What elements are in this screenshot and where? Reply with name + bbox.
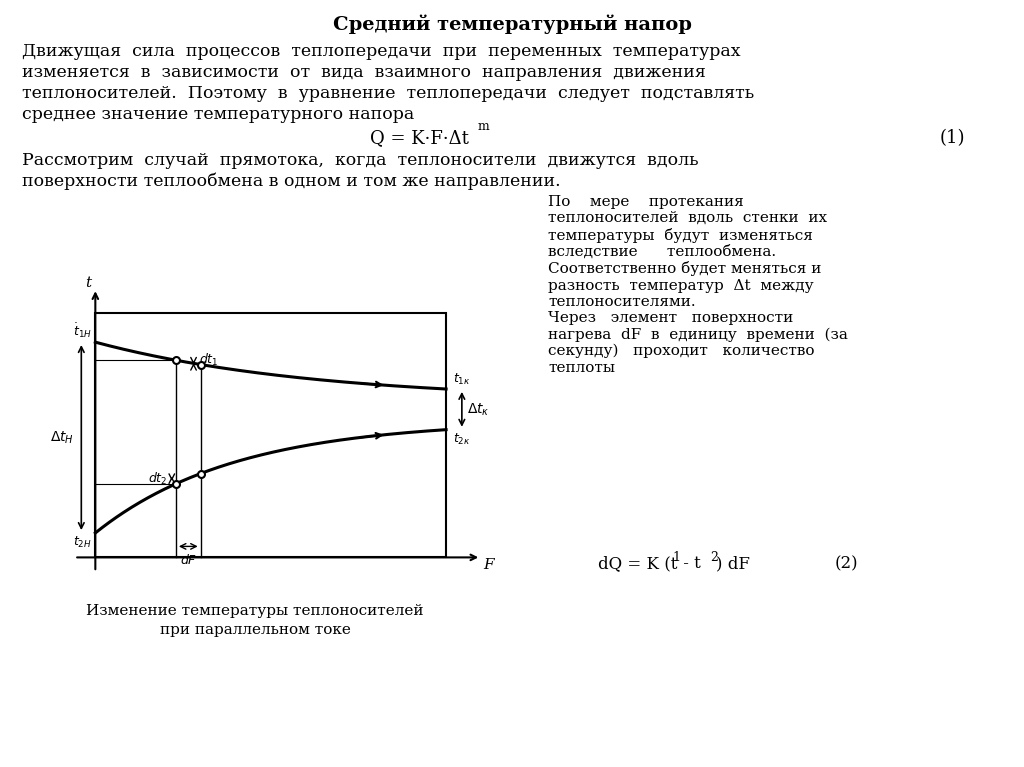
- Text: t: t: [85, 276, 91, 291]
- Text: $\dot{t}_{1H}$: $\dot{t}_{1H}$: [73, 321, 92, 340]
- Text: $dF$: $dF$: [179, 553, 197, 567]
- Text: Q = K·F·Δt: Q = K·F·Δt: [370, 129, 469, 147]
- Text: F: F: [483, 558, 494, 571]
- Text: По    мере    протекания
теплоносителей  вдоль  стенки  их
температуры  будут  и: По мере протекания теплоносителей вдоль …: [548, 195, 848, 374]
- Text: Движущая  сила  процессов  теплопередачи  при  переменных  температурах: Движущая сила процессов теплопередачи пр…: [22, 43, 740, 60]
- Text: m: m: [478, 120, 489, 133]
- Text: (2): (2): [835, 555, 859, 572]
- Text: $dt_2$: $dt_2$: [148, 471, 168, 487]
- Bar: [95, 313, 446, 558]
- Text: $t_{1\kappa}$: $t_{1\kappa}$: [453, 371, 471, 387]
- Text: ) dF: ) dF: [716, 555, 750, 572]
- Text: Рассмотрим  случай  прямотока,  когда  теплоносители  движутся  вдоль: Рассмотрим случай прямотока, когда тепло…: [22, 152, 698, 169]
- Text: поверхности теплообмена в одном и том же направлении.: поверхности теплообмена в одном и том же…: [22, 173, 560, 190]
- Text: $t_{2H}$: $t_{2H}$: [73, 535, 92, 551]
- Text: 1: 1: [672, 551, 680, 564]
- Text: $\Delta t_\kappa$: $\Delta t_\kappa$: [467, 401, 489, 417]
- Text: 2: 2: [710, 551, 718, 564]
- Text: $\Delta t_H$: $\Delta t_H$: [50, 430, 75, 446]
- Text: $dt_1$: $dt_1$: [199, 352, 218, 368]
- Text: - t: - t: [678, 555, 700, 572]
- Text: (1): (1): [940, 129, 966, 147]
- Text: среднее значение температурного напора: среднее значение температурного напора: [22, 106, 415, 123]
- Text: при параллельном токе: при параллельном токе: [160, 623, 350, 637]
- Text: Средний температурный напор: Средний температурный напор: [333, 15, 691, 35]
- Text: теплоносителей.  Поэтому  в  уравнение  теплопередачи  следует  подставлять: теплоносителей. Поэтому в уравнение тепл…: [22, 85, 755, 102]
- Text: Изменение температуры теплоносителей: Изменение температуры теплоносителей: [86, 604, 424, 618]
- Text: изменяется  в  зависимости  от  вида  взаимного  направления  движения: изменяется в зависимости от вида взаимно…: [22, 64, 706, 81]
- Text: dQ = K (t: dQ = K (t: [598, 555, 677, 572]
- Text: $t_{2\kappa}$: $t_{2\kappa}$: [453, 432, 471, 447]
